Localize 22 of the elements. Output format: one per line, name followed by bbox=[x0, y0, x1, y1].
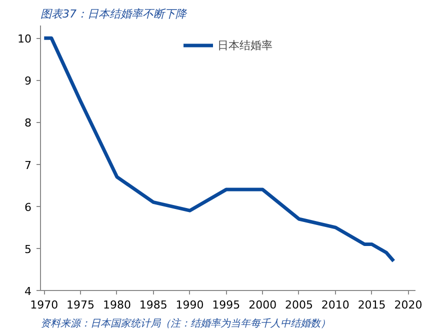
x-tick-label: 1990 bbox=[176, 298, 204, 312]
y-tick-label: 4 bbox=[24, 285, 32, 298]
y-tick-label: 6 bbox=[24, 200, 32, 214]
x-tick-label: 1995 bbox=[212, 298, 240, 312]
y-tick-label: 8 bbox=[24, 116, 32, 130]
chart-title: 图表37：日本结婚率不断下降 bbox=[40, 8, 188, 20]
x-tick-label: 1980 bbox=[102, 298, 131, 312]
x-tick-label: 2005 bbox=[285, 298, 313, 312]
text: 资料来源：日本国家统计局（注：结婚率为当年每千人中结婚数） bbox=[40, 318, 330, 330]
y-tick-label: 9 bbox=[24, 74, 32, 88]
y-tick-label: 5 bbox=[24, 242, 32, 256]
x-tick-label: 2000 bbox=[248, 298, 277, 312]
x-tick-label: 2015 bbox=[358, 298, 386, 312]
y-tick-label: 10 bbox=[18, 32, 32, 46]
x-tick-label: 1975 bbox=[66, 298, 95, 312]
x-tick-label: 2020 bbox=[394, 298, 422, 312]
x-tick-label: 1970 bbox=[30, 298, 58, 312]
line-series bbox=[42, 36, 396, 263]
x-tick-label: 2010 bbox=[321, 298, 350, 312]
y-tick-label: 7 bbox=[24, 158, 32, 172]
x-tick-label: 1985 bbox=[139, 298, 168, 312]
legend-label: 日本结婚率 bbox=[218, 38, 272, 52]
